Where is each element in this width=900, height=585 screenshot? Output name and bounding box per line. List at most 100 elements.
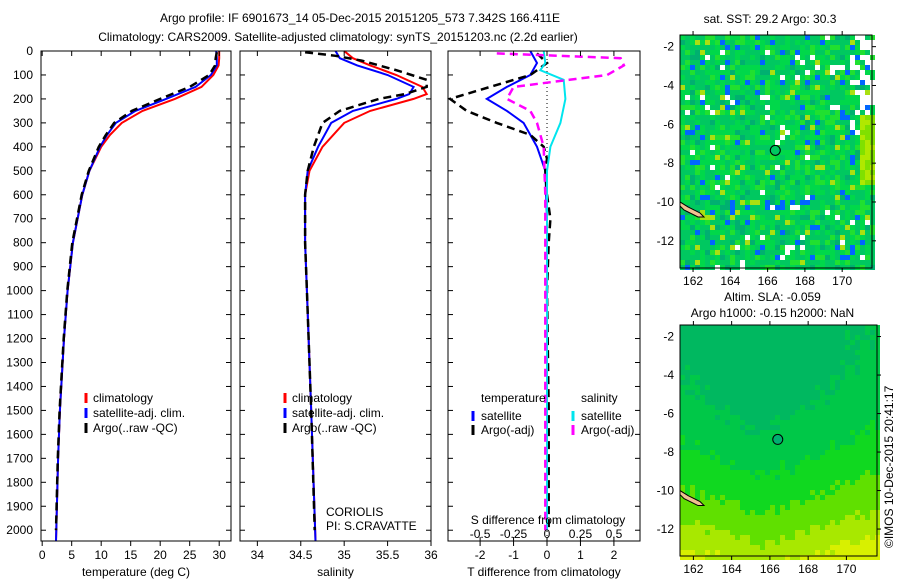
heatmap-cell [740, 325, 745, 330]
heatmap-cell [725, 210, 730, 215]
heatmap-cell [795, 165, 800, 170]
heatmap-cell [790, 185, 795, 190]
heatmap-cell [780, 195, 785, 200]
heatmap-cell [790, 195, 795, 200]
heatmap-cell [680, 85, 685, 90]
heatmap-cell [790, 205, 795, 210]
heatmap-cell [705, 180, 710, 185]
heatmap-cell [790, 255, 795, 260]
heatmap-cell [715, 485, 720, 490]
heatmap-cell [805, 125, 810, 130]
heatmap-cell [760, 95, 765, 100]
heatmap-cell [725, 465, 730, 470]
heatmap-cell [835, 400, 840, 405]
heatmap-cell [690, 480, 695, 485]
heatmap-cell [780, 420, 785, 425]
heatmap-cell [690, 125, 695, 130]
heatmap-cell [855, 470, 860, 475]
heatmap-cell [815, 185, 820, 190]
heatmap-cell [810, 400, 815, 405]
heatmap-cell [820, 505, 825, 510]
heatmap-cell [815, 135, 820, 140]
y-tick-label: 800 [13, 236, 33, 250]
heatmap-cell [760, 90, 765, 95]
heatmap-cell [690, 220, 695, 225]
heatmap-cell [800, 410, 805, 415]
heatmap-cell [860, 395, 865, 400]
heatmap-cell [870, 470, 875, 475]
heatmap-cell [735, 495, 740, 500]
heatmap-cell [750, 535, 755, 540]
heatmap-cell [815, 225, 820, 230]
heatmap-cell [705, 335, 710, 340]
heatmap-cell [795, 40, 800, 45]
heatmap-cell [725, 220, 730, 225]
heatmap-cell [690, 135, 695, 140]
map-title: Altim. SLA: -0.059 [724, 290, 821, 304]
heatmap-cell [745, 375, 750, 380]
heatmap-cell [840, 180, 845, 185]
heatmap-cell [770, 505, 775, 510]
heatmap-cell [790, 550, 795, 555]
plot-frame [447, 50, 641, 542]
heatmap-cell [805, 380, 810, 385]
heatmap-cell [860, 145, 865, 150]
heatmap-cell [775, 220, 780, 225]
heatmap-cell [830, 185, 835, 190]
s-axis-label: S difference from climatology [471, 513, 626, 527]
heatmap-cell [755, 435, 760, 440]
heatmap-cell [775, 535, 780, 540]
heatmap-cell [850, 250, 855, 255]
heatmap-cell [730, 485, 735, 490]
heatmap-cell [775, 185, 780, 190]
heatmap-cell [715, 380, 720, 385]
heatmap-cell [805, 140, 810, 145]
heatmap-cell [745, 470, 750, 475]
heatmap-cell [805, 460, 810, 465]
heatmap-cell [685, 55, 690, 60]
heatmap-cell [780, 75, 785, 80]
heatmap-cell [735, 150, 740, 155]
heatmap-cell [840, 525, 845, 530]
heatmap-cell [780, 465, 785, 470]
heatmap-cell [725, 530, 730, 535]
heatmap-cell [755, 370, 760, 375]
heatmap-cell [685, 225, 690, 230]
heatmap-cell [765, 155, 770, 160]
heatmap-cell [795, 520, 800, 525]
heatmap-cell [815, 60, 820, 65]
heatmap-cell [710, 500, 715, 505]
heatmap-cell [725, 460, 730, 465]
heatmap-cell [740, 175, 745, 180]
heatmap-cell [740, 45, 745, 50]
heatmap-cell [835, 130, 840, 135]
heatmap-cell [770, 455, 775, 460]
heatmap-cell [720, 395, 725, 400]
heatmap-cell [735, 380, 740, 385]
heatmap-cell [830, 555, 835, 560]
heatmap-cell [770, 460, 775, 465]
heatmap-cell [710, 480, 715, 485]
title-line-1: Argo profile: IF 6901673_14 05-Dec-2015 … [160, 11, 560, 25]
heatmap-cell [705, 210, 710, 215]
heatmap-cell [775, 430, 780, 435]
heatmap-cell [795, 410, 800, 415]
heatmap-cell [805, 465, 810, 470]
heatmap-cell [815, 210, 820, 215]
heatmap-cell [760, 180, 765, 185]
heatmap-cell [770, 395, 775, 400]
heatmap-cell [790, 50, 795, 55]
heatmap-cell [685, 245, 690, 250]
heatmap-cell [715, 325, 720, 330]
heatmap-cell [765, 50, 770, 55]
heatmap-cell [775, 390, 780, 395]
heatmap-cell [860, 425, 865, 430]
heatmap-cell [810, 510, 815, 515]
heatmap-cell [745, 210, 750, 215]
heatmap-cell [790, 450, 795, 455]
heatmap-cell [840, 425, 845, 430]
heatmap-cell [810, 520, 815, 525]
heatmap-cell [800, 545, 805, 550]
heatmap-cell [740, 165, 745, 170]
heatmap-cell [720, 370, 725, 375]
